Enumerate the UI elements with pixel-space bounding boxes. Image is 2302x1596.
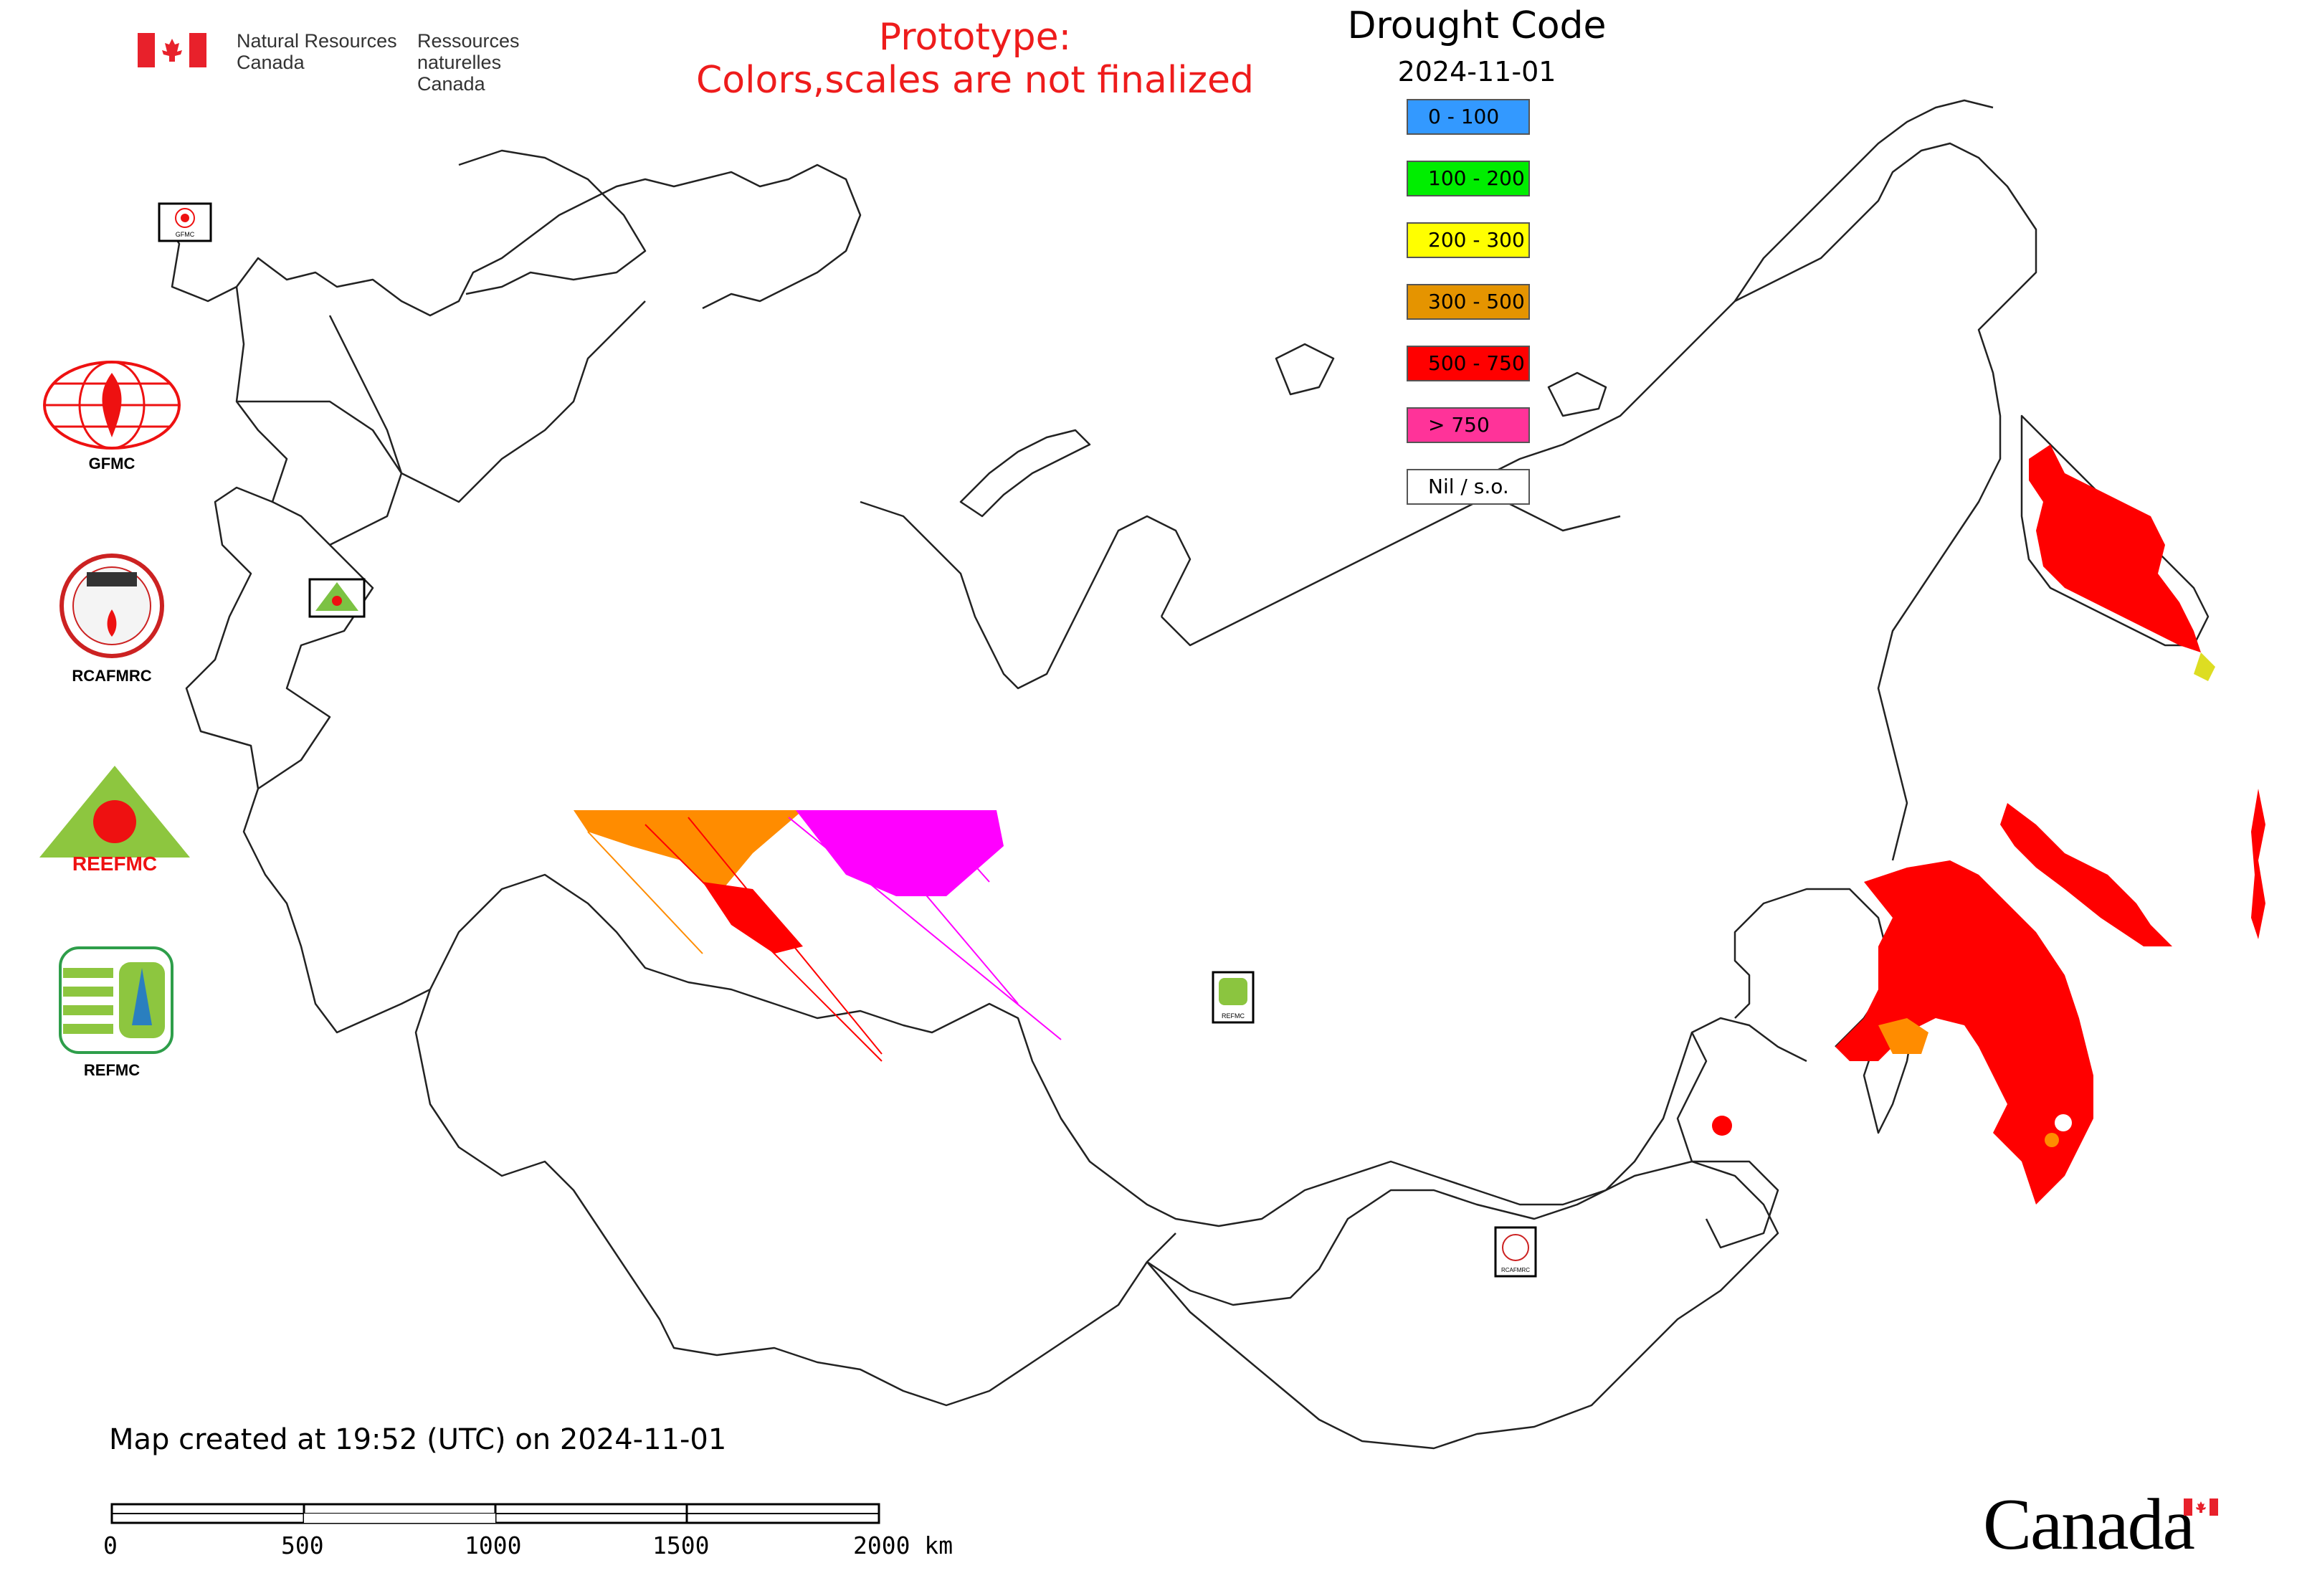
gfmc-logo-icon bbox=[43, 361, 181, 450]
logo-gfmc: GFMC bbox=[40, 358, 184, 480]
logo-rcafmrc-label: RCAFMRC bbox=[72, 667, 152, 685]
agency-name-en-line2: Canada bbox=[237, 52, 305, 73]
scale-label-500: 500 bbox=[281, 1531, 324, 1559]
agency-name-fr-line2: Canada bbox=[417, 73, 485, 95]
kamchatka-high-dc bbox=[2029, 445, 2201, 652]
agency-name-fr-line1: Ressources naturelles bbox=[417, 30, 520, 73]
scale-label-0: 0 bbox=[103, 1531, 118, 1559]
legend-item-gt-750: > 750 bbox=[1407, 407, 1530, 443]
kazakhstan-west bbox=[414, 989, 1176, 1407]
legend-title: Drought Code bbox=[1347, 4, 1607, 47]
stripe-line bbox=[860, 817, 1019, 1004]
far-east-orange-spot bbox=[2045, 1133, 2059, 1147]
svg-text:REFMC: REFMC bbox=[1222, 1012, 1245, 1020]
orange-stripe-band bbox=[574, 810, 803, 896]
scale-bar bbox=[110, 1503, 880, 1524]
okhotsk-coast bbox=[1447, 142, 2037, 861]
canada-wordmark: Canada bbox=[1983, 1483, 2227, 1569]
nrcan-signature: Natural Resources Canada Ressources natu… bbox=[138, 30, 596, 95]
legend-date: 2024-11-01 bbox=[1397, 56, 1556, 87]
baltic-states bbox=[237, 400, 403, 546]
prototype-notice-line2: Colors,scales are not finalized bbox=[695, 59, 1255, 102]
canada-flag-icon bbox=[138, 33, 206, 67]
legend-item-300-500: 300 - 500 bbox=[1407, 284, 1530, 320]
kamchatka-yellow-tip bbox=[2194, 652, 2215, 681]
country-borders bbox=[160, 99, 2210, 1450]
belarus-ukraine bbox=[257, 544, 374, 790]
legend-item-500-750: 500 - 750 bbox=[1407, 346, 1530, 381]
svg-text:RCAFMRC: RCAFMRC bbox=[1501, 1267, 1530, 1273]
okhotsk-coast-high-dc bbox=[2000, 803, 2172, 946]
scale-label-1500: 1500 bbox=[652, 1531, 710, 1559]
red-stripe-band bbox=[703, 882, 803, 954]
kuril-strip bbox=[2251, 789, 2265, 939]
severnaya-zemlya bbox=[1275, 343, 1335, 396]
map-marker-refmc: REFMC bbox=[1212, 971, 1255, 1024]
chukotka-outline bbox=[1733, 99, 1994, 302]
stripe-line bbox=[788, 817, 1062, 1040]
taymyr-coast bbox=[1161, 500, 1621, 647]
map-created-timestamp: Map created at 19:52 (UTC) on 2024-11-01 bbox=[109, 1423, 727, 1456]
canada-wordmark-flag-icon bbox=[2184, 1498, 2218, 1516]
logo-rcafmrc: RCAFMRC bbox=[40, 552, 184, 688]
map-marker-reefmc bbox=[308, 578, 366, 618]
logo-reefmc: REEFMC bbox=[36, 766, 194, 873]
prototype-notice: Prototype: Colors,scales are not finaliz… bbox=[645, 16, 1305, 102]
map-marker-gfmc: GFMC bbox=[158, 202, 212, 242]
far-east-high-dc bbox=[1835, 860, 2093, 1205]
drought-data-layer bbox=[574, 445, 2265, 1205]
refmc-logo-icon bbox=[59, 946, 173, 1054]
finland-border bbox=[328, 300, 646, 503]
logo-refmc-label: REFMC bbox=[83, 1061, 141, 1079]
legend-item-100-200: 100 - 200 bbox=[1407, 161, 1530, 196]
kazakhstan-north-border bbox=[429, 873, 1807, 1227]
novosibirsk-islands bbox=[1547, 371, 1607, 417]
novaya-zemlya bbox=[959, 429, 1091, 518]
stripe-line bbox=[645, 824, 883, 1062]
svg-text:REEFMC: REEFMC bbox=[72, 852, 157, 873]
amur-border bbox=[1676, 1032, 1779, 1249]
svg-text:GFMC: GFMC bbox=[176, 231, 195, 238]
scale-label-1000: 1000 bbox=[465, 1531, 522, 1559]
stripe-line bbox=[688, 817, 883, 1055]
canada-wordmark-text: Canada bbox=[1983, 1484, 2195, 1565]
amur-red-spot bbox=[1712, 1116, 1732, 1136]
map-marker-rcafmrc: RCAFMRC bbox=[1494, 1226, 1537, 1278]
west-siberia-stripes bbox=[574, 810, 1062, 1062]
legend-item-nil: Nil / s.o. bbox=[1407, 469, 1530, 505]
stripe-line bbox=[587, 831, 703, 954]
kola-outline bbox=[458, 149, 647, 295]
rcafmrc-logo-icon bbox=[60, 554, 164, 658]
logo-refmc: REFMC bbox=[40, 946, 184, 1090]
stripe-line bbox=[931, 817, 990, 883]
far-east-orange-patch bbox=[1878, 1018, 1928, 1054]
mongolia-outline bbox=[1146, 1160, 1779, 1450]
scale-label-2000: 2000 km bbox=[853, 1531, 953, 1559]
legend-item-200-300: 200 - 300 bbox=[1407, 222, 1530, 258]
magenta-stripe-band bbox=[796, 810, 1004, 896]
reefmc-logo-icon: REEFMC bbox=[39, 766, 190, 873]
yamal-coast bbox=[860, 500, 1192, 690]
far-east-white-spot bbox=[2055, 1114, 2072, 1131]
agency-name-en-line1: Natural Resources bbox=[237, 30, 397, 52]
prototype-notice-line1: Prototype: bbox=[878, 16, 1072, 59]
logo-gfmc-label: GFMC bbox=[88, 455, 135, 472]
west-border bbox=[185, 286, 431, 1034]
legend-item-0-100: 0 - 100 bbox=[1407, 99, 1530, 135]
scandinavia-outline bbox=[160, 163, 862, 317]
